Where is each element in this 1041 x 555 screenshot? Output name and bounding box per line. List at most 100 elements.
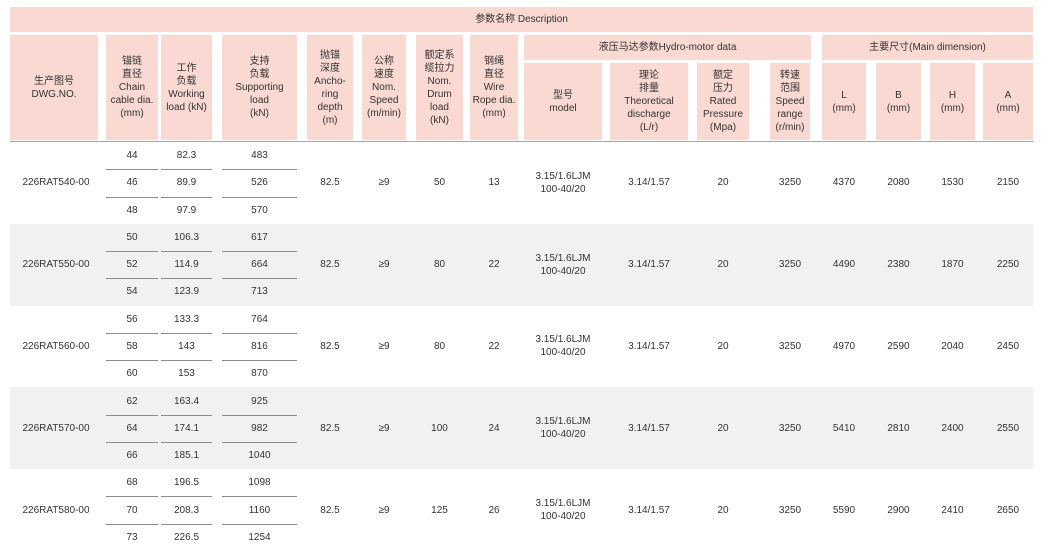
cell-speed: ≥9 — [362, 142, 406, 224]
cell-working-load: 133.3 — [161, 306, 212, 333]
cell-text: 48 — [126, 204, 138, 216]
sub-row-divider — [222, 196, 297, 198]
cell-speed-range: 3250 — [770, 142, 810, 224]
sub-row-divider — [161, 496, 212, 498]
cell-H: 2040 — [930, 306, 975, 388]
cell-depth: 82.5 — [307, 387, 353, 469]
cell-working-load: 208.3 — [161, 496, 212, 523]
cell-text: 2550 — [996, 422, 1020, 434]
cell-supporting-load: 1098 — [222, 469, 297, 496]
header-dim-group-text: 主要尺寸(Main dimension) — [869, 42, 986, 53]
cell-text: ≥9 — [378, 340, 390, 352]
cell-text: 2450 — [996, 340, 1020, 352]
cell-working-load: 174.1 — [161, 415, 212, 442]
cell-rope: 24 — [470, 387, 518, 469]
cell-text: 2380 — [887, 259, 910, 271]
header-speed-range: 转速 范围 Speed range (r/min) — [770, 63, 810, 140]
header-anchoring-text: 抛锚 深度 Ancho- ring depth (m) — [314, 49, 346, 126]
cell-supporting-load: 713 — [222, 278, 297, 305]
sub-row-divider — [222, 251, 297, 253]
table-row-group — [10, 305, 1033, 388]
cell-chain-dia: 50 — [106, 224, 158, 251]
cell-text: 22 — [488, 340, 500, 352]
header-drum-text: 额定系 缆拉力 Nom. Drum load (kN) — [424, 49, 455, 126]
cell-text: 56 — [126, 313, 138, 325]
cell-text: 44 — [126, 150, 138, 162]
cell-speed: ≥9 — [362, 387, 406, 469]
cell-pressure: 20 — [697, 387, 749, 469]
sub-row-divider — [161, 278, 212, 280]
cell-dwg: 226RAT550-00 — [10, 224, 102, 306]
spec-table: 参数名称 Description 生产图号 DWG.NO. 锚链 直径 Chai… — [10, 7, 1033, 553]
cell-text: 153 — [178, 368, 195, 380]
sub-row-divider — [222, 414, 297, 416]
header-L: L (mm) — [822, 63, 866, 140]
cell-text: 925 — [251, 395, 268, 407]
cell-pressure: 20 — [697, 142, 749, 224]
cell-text: 20 — [717, 340, 729, 352]
cell-depth: 82.5 — [307, 142, 353, 224]
cell-chain-dia: 62 — [106, 387, 158, 414]
cell-speed: ≥9 — [362, 306, 406, 388]
cell-chain-dia: 60 — [106, 360, 158, 387]
cell-text: ≥9 — [378, 177, 390, 189]
cell-supporting-load: 982 — [222, 415, 297, 442]
cell-text: 526 — [251, 177, 268, 189]
cell-text: 82.5 — [320, 422, 340, 434]
cell-text: 1040 — [248, 450, 271, 462]
cell-supporting-load: 1160 — [222, 496, 297, 523]
cell-chain-dia: 52 — [106, 251, 158, 278]
header-dwg-text: 生产图号 DWG.NO. — [31, 75, 77, 100]
sub-row-divider — [106, 251, 158, 253]
cell-A: 2450 — [983, 306, 1033, 388]
header-chain-text: 锚链 直径 Chain cable dia. (mm) — [110, 56, 154, 119]
cell-rope: 22 — [470, 306, 518, 388]
cell-pressure: 20 — [697, 224, 749, 306]
cell-working-load: 82.3 — [161, 142, 212, 169]
header-chain: 锚链 直径 Chain cable dia. (mm) — [106, 35, 158, 140]
header-hydro-group: 液压马达参数Hydro-motor data — [524, 35, 811, 60]
cell-text: 50 — [126, 231, 138, 243]
cell-supporting-load: 1040 — [222, 442, 297, 469]
cell-text: 60 — [126, 368, 138, 380]
header-working-text: 工作 负载 Working load (kN) — [166, 62, 207, 113]
header-hydro-group-text: 液压马达参数Hydro-motor data — [598, 42, 737, 53]
cell-working-load: 143 — [161, 333, 212, 360]
cell-text: 20 — [717, 422, 729, 434]
sub-row-divider — [222, 523, 297, 525]
cell-H: 1530 — [930, 142, 975, 224]
cell-text: 125 — [431, 504, 448, 516]
cell-text: 82.5 — [320, 340, 340, 352]
cell-text: 3.15/1.6LJM 100-40/20 — [535, 252, 591, 277]
header-model-text: 型号 model — [549, 89, 577, 114]
cell-supporting-load: 664 — [222, 251, 297, 278]
cell-chain-dia: 70 — [106, 496, 158, 523]
header-B-text: B (mm) — [886, 89, 911, 114]
cell-rope: 13 — [470, 142, 518, 224]
sub-row-divider — [106, 414, 158, 416]
header-discharge: 理论 排量 Theoretical discharge (L/r) — [610, 63, 688, 140]
header-working: 工作 负载 Working load (kN) — [161, 35, 212, 140]
header-supporting: 支持 负载 Supporting load (kN) — [222, 35, 297, 140]
cell-discharge: 3.14/1.57 — [610, 142, 688, 224]
cell-working-load: 123.9 — [161, 278, 212, 305]
cell-chain-dia: 56 — [106, 306, 158, 333]
header-B: B (mm) — [876, 63, 921, 140]
sub-row-divider — [106, 441, 158, 443]
cell-text: 66 — [126, 450, 138, 462]
header-A: A (mm) — [983, 63, 1033, 140]
cell-depth: 82.5 — [307, 306, 353, 388]
cell-H: 1870 — [930, 224, 975, 306]
cell-text: 226.5 — [173, 531, 200, 543]
cell-text: 1160 — [248, 504, 271, 516]
cell-text: 764 — [251, 313, 268, 325]
cell-rope: 26 — [470, 469, 518, 551]
cell-working-load: 106.3 — [161, 224, 212, 251]
cell-discharge: 3.14/1.57 — [610, 224, 688, 306]
cell-H: 2400 — [930, 387, 975, 469]
cell-text: ≥9 — [378, 504, 390, 516]
header-speed-range-text: 转速 范围 Speed range (r/min) — [775, 70, 805, 133]
cell-text: 50 — [433, 177, 446, 189]
cell-text: 3250 — [778, 177, 802, 189]
cell-text: 2810 — [887, 422, 910, 434]
